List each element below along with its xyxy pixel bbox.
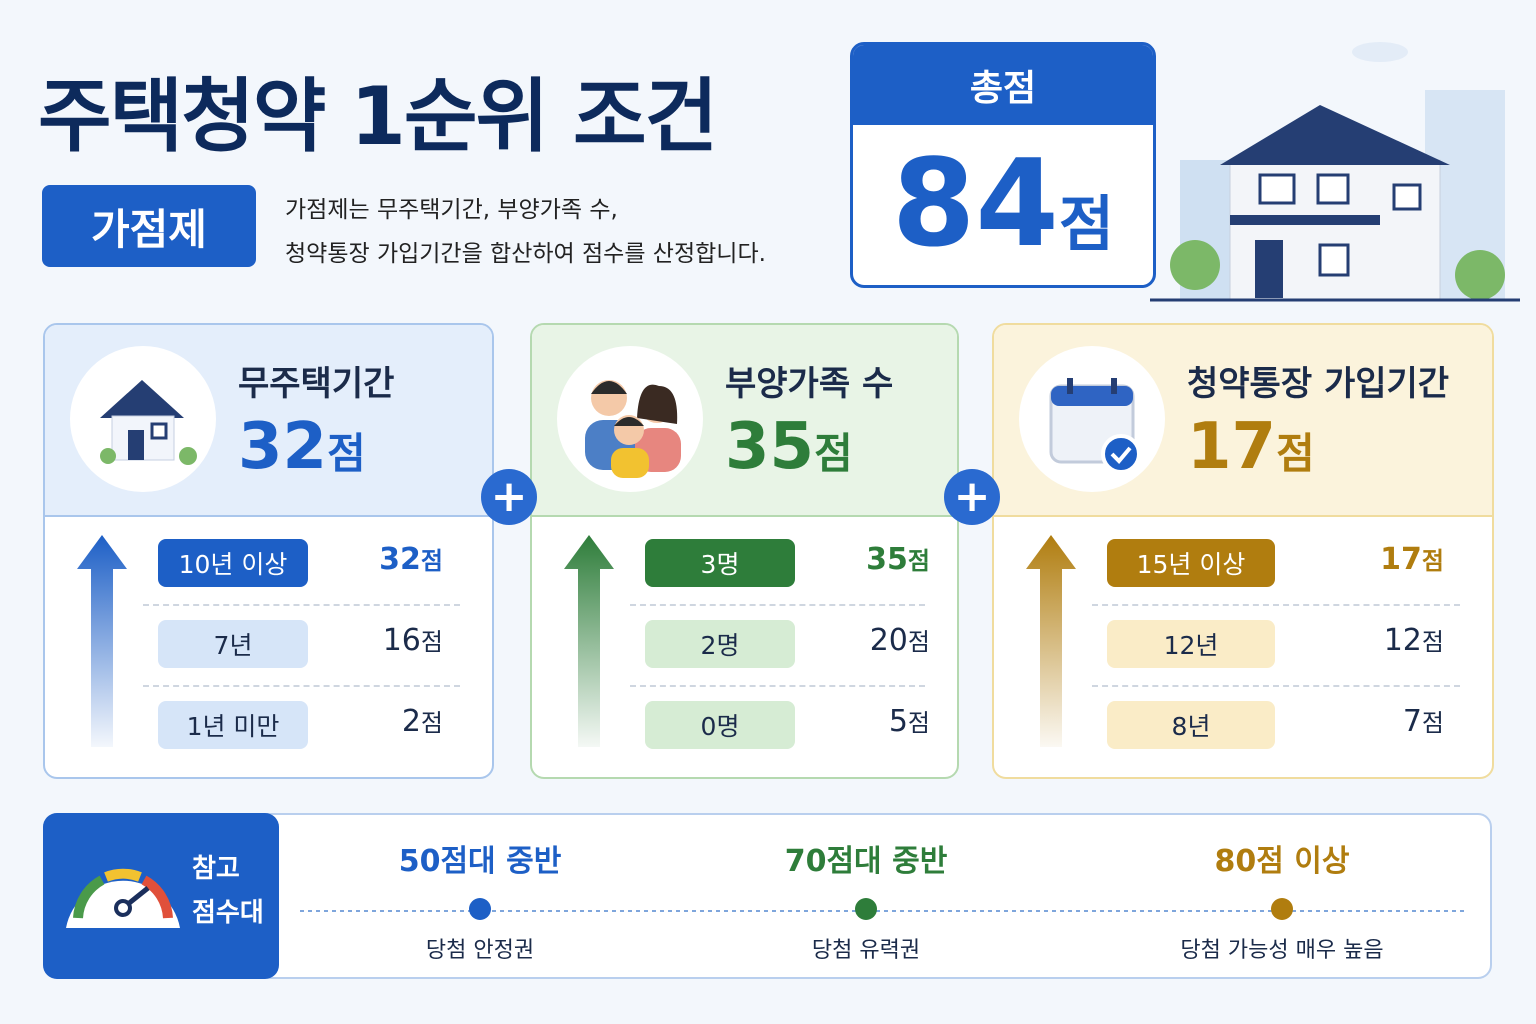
row-points: 5점	[780, 703, 930, 739]
description-2: 청약통장 가입기간을 합산하여 점수를 산정합니다.	[285, 241, 766, 267]
score-unit: 점	[1276, 429, 1315, 478]
points-unit: 점	[420, 628, 443, 656]
card-icon	[567, 358, 693, 484]
score-number: 35	[725, 410, 815, 484]
row-points: 32점	[293, 541, 443, 577]
points-unit: 점	[907, 628, 930, 656]
reference-dot	[1271, 898, 1293, 920]
card-icon-svg	[100, 380, 197, 465]
reference-note: 당첨 유력권	[811, 938, 921, 963]
level-arrow-svg	[564, 535, 614, 747]
points-number: 12	[1383, 623, 1422, 658]
reference-score: 80점 이상	[1214, 844, 1350, 879]
reference-score: 50점대 중반	[398, 844, 562, 879]
points-number: 5	[888, 704, 908, 739]
card-icon-svg	[585, 380, 681, 478]
row-label: 0명	[645, 701, 795, 749]
row-divider	[630, 685, 925, 687]
row-divider	[630, 604, 925, 606]
card-score: 35점	[725, 410, 853, 484]
score-number: 32	[238, 410, 328, 484]
row-label: 12년	[1107, 620, 1275, 668]
reference-bar	[43, 813, 1492, 979]
plus-sign: +	[481, 469, 537, 525]
score-number: 17	[1187, 410, 1277, 484]
card-score: 32점	[238, 410, 366, 484]
points-number: 32	[379, 542, 421, 577]
reference-score: 70점대 중반	[784, 844, 948, 879]
row-points: 16점	[293, 622, 443, 658]
total-unit: 점	[1058, 190, 1115, 260]
points-number: 16	[382, 623, 421, 658]
row-points: 20점	[780, 622, 930, 658]
badge: 가점제	[42, 185, 256, 267]
row-points: 35점	[780, 541, 930, 577]
reference-line	[300, 910, 1465, 912]
gauge-icon	[66, 868, 180, 928]
total-number: 84	[891, 135, 1059, 274]
row-divider	[143, 604, 460, 606]
row-divider	[1092, 685, 1460, 687]
card-icon	[1029, 358, 1155, 484]
plus-sign: +	[944, 469, 1000, 525]
points-number: 17	[1380, 542, 1422, 577]
row-label: 15년 이상	[1107, 539, 1275, 587]
reference-note: 당첨 안정권	[425, 938, 535, 963]
card-score: 17점	[1187, 410, 1315, 484]
row-points: 17점	[1292, 541, 1444, 577]
total-label: 총점	[853, 45, 1153, 125]
level-arrow	[77, 535, 127, 747]
card-title: 무주택기간	[238, 364, 395, 404]
reference-dot	[469, 898, 491, 920]
points-unit: 점	[420, 709, 443, 737]
total-box: 총점 84점	[850, 42, 1156, 288]
score-unit: 점	[814, 429, 853, 478]
reference-dot	[855, 898, 877, 920]
level-arrow	[564, 535, 614, 747]
row-label: 10년 이상	[158, 539, 308, 587]
house-illustration	[1150, 42, 1520, 302]
row-divider	[143, 685, 460, 687]
title: 주택청약 1순위 조건	[38, 70, 718, 163]
row-label: 1년 미만	[158, 701, 308, 749]
reference-note: 당첨 가능성 매우 높음	[1180, 938, 1384, 963]
total-value: 84점	[853, 135, 1153, 274]
card-title: 부양가족 수	[725, 364, 894, 404]
row-label: 3명	[645, 539, 795, 587]
reference-label-2: 점수대	[192, 898, 264, 928]
points-unit: 점	[1421, 709, 1444, 737]
row-label: 8년	[1107, 701, 1275, 749]
points-unit: 점	[907, 547, 930, 575]
row-points: 7점	[1292, 703, 1444, 739]
points-unit: 점	[420, 547, 443, 575]
row-points: 12점	[1292, 622, 1444, 658]
points-unit: 점	[907, 709, 930, 737]
level-arrow-svg	[77, 535, 127, 747]
score-unit: 점	[327, 429, 366, 478]
points-unit: 점	[1421, 547, 1444, 575]
card-icon	[80, 358, 206, 484]
level-arrow	[1026, 535, 1076, 747]
points-number: 2	[401, 704, 421, 739]
points-number: 20	[869, 623, 908, 658]
points-number: 35	[866, 542, 908, 577]
row-label: 7년	[158, 620, 308, 668]
card-icon-svg	[1049, 378, 1141, 474]
level-arrow-svg	[1026, 535, 1076, 747]
points-unit: 점	[1421, 628, 1444, 656]
points-number: 7	[1402, 704, 1422, 739]
row-label: 2명	[645, 620, 795, 668]
description-1: 가점제는 무주택기간, 부양가족 수,	[285, 197, 618, 223]
row-points: 2점	[293, 703, 443, 739]
reference-label-1: 참고	[192, 854, 240, 884]
row-divider	[1092, 604, 1460, 606]
card-title: 청약통장 가입기간	[1187, 364, 1450, 404]
